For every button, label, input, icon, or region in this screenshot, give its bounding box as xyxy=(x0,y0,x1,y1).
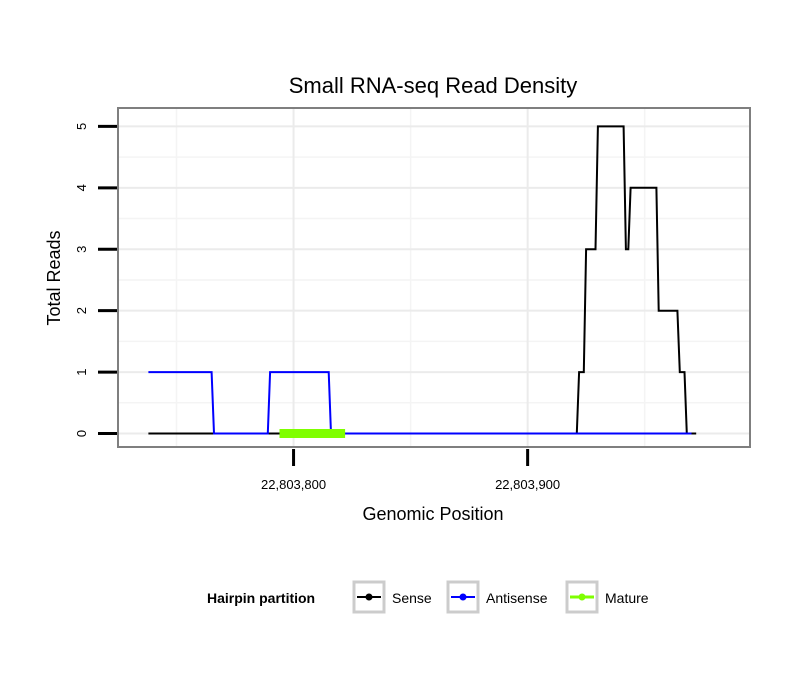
y-tick-label-1: 1 xyxy=(74,368,89,375)
series-line-antisense xyxy=(148,371,692,435)
legend-entry-mature: Mature xyxy=(565,580,649,614)
x-axis: 22,803,800 22,803,900 xyxy=(261,449,560,492)
legend-key-point xyxy=(365,593,373,601)
x-axis-title: Genomic Position xyxy=(362,504,503,524)
legend-label-sense: Sense xyxy=(392,590,432,606)
y-tick-label-2: 2 xyxy=(74,307,89,314)
y-tick-label-4: 4 xyxy=(74,184,89,191)
legend: Hairpin partition Sense Antisense Mature xyxy=(207,580,649,614)
legend-title: Hairpin partition xyxy=(207,590,315,606)
legend-entry-antisense: Antisense xyxy=(446,580,548,614)
legend-label-mature: Mature xyxy=(605,590,649,606)
legend-label-antisense: Antisense xyxy=(486,590,548,606)
chart-title: Small RNA-seq Read Density xyxy=(289,73,578,98)
legend-key-point xyxy=(459,593,467,601)
x-tick-label-22803800: 22,803,800 xyxy=(261,477,326,492)
plot-border xyxy=(117,107,751,448)
legend-entry-sense: Sense xyxy=(352,580,432,614)
legend-key-point xyxy=(578,593,586,601)
y-tick-label-0: 0 xyxy=(74,430,89,437)
y-tick-label-3: 3 xyxy=(74,246,89,253)
plot-area xyxy=(117,107,751,448)
y-tick-label-5: 5 xyxy=(74,123,89,130)
x-tick-label-22803900: 22,803,900 xyxy=(495,477,560,492)
y-axis-title: Total Reads xyxy=(44,230,64,325)
series-line-sense xyxy=(148,125,697,435)
y-axis: 0 1 2 3 4 5 xyxy=(74,123,117,437)
series-layer xyxy=(148,125,697,438)
legend-entries: Sense Antisense Mature xyxy=(352,580,649,614)
